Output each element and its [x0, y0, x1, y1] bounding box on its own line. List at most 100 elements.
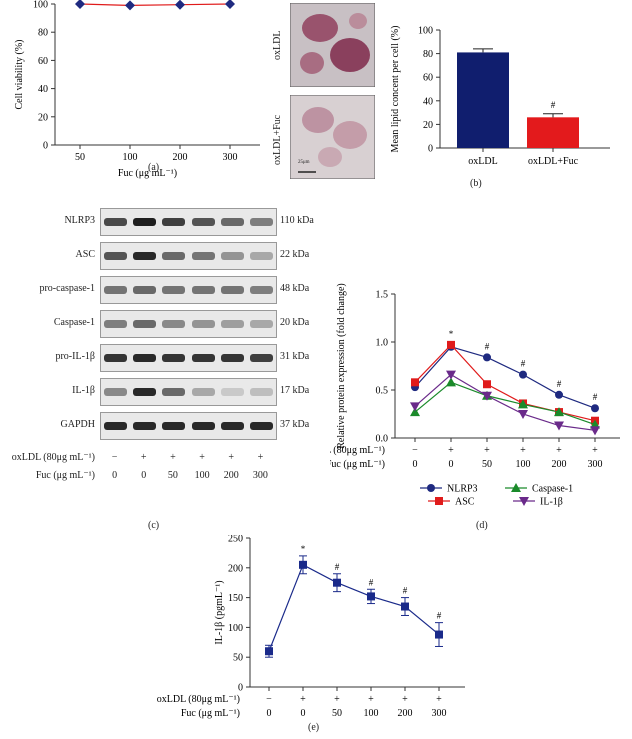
fuc-value-e: 200	[398, 708, 413, 719]
blot-band	[249, 388, 273, 396]
y-tick-label-b: 80	[423, 49, 433, 60]
y-axis-title-b: Mean lipid concent per cell (%)	[390, 26, 401, 153]
data-point-a	[175, 0, 185, 10]
x-tick-label-a: 300	[223, 152, 238, 163]
significance-mark-d: #	[593, 392, 598, 402]
x-axis-title-a: Fuc (μg mL⁻¹)	[118, 168, 177, 179]
oxldl-sign-e: −	[266, 694, 272, 705]
blot-band	[191, 354, 215, 362]
blot-band	[191, 286, 215, 294]
blot-band	[162, 252, 186, 260]
oxldl-sign-e: +	[402, 694, 408, 705]
data-point-IL-1β	[590, 426, 600, 436]
blot-oxldl-sign: −	[111, 452, 118, 463]
blot-oxldl-sign: +	[199, 452, 205, 463]
legend-marker-IL-1β	[519, 497, 529, 506]
blot-band	[162, 218, 186, 226]
data-point-a	[75, 0, 85, 9]
data-point-a	[225, 0, 235, 9]
blot-band	[133, 252, 157, 260]
blot-band	[191, 252, 215, 260]
data-point-ASC	[411, 378, 419, 387]
significance-mark-d: #	[521, 359, 526, 369]
y-tick-label-b: 60	[423, 73, 433, 84]
blot-fuc-value: 0	[112, 470, 118, 481]
oxldl-sign-d: +	[448, 445, 454, 456]
significance-mark-b: #	[551, 100, 556, 110]
blot-oxldl-sign: +	[170, 452, 176, 463]
y-axis-title-e: IL-1β (pgmL⁻¹)	[214, 580, 225, 644]
panel-label-d: (d)	[476, 520, 488, 531]
blot-band	[191, 388, 215, 396]
blot-band	[191, 218, 215, 226]
y-tick-label-b: 20	[423, 120, 433, 131]
y-tick-label-a: 60	[38, 56, 48, 67]
data-point-ASC	[483, 380, 491, 389]
oxldl-sign-d: +	[556, 445, 562, 456]
x-tick-label-b: oxLDL+Fuc	[528, 156, 579, 167]
fuc-value-e: 300	[432, 708, 447, 719]
western-blot-panel: NLRP3 110 kDa ASC 22 kDa pro-caspase-1 48 kDa…	[0, 200, 330, 520]
chart-b-lipid-content: 0 20 40 60 80 100 oxLDL # oxLDL+Fuc Mean lipid co…	[390, 26, 610, 167]
blot-band	[133, 422, 157, 430]
legend-marker-NLRP3	[427, 484, 435, 492]
blot-band	[249, 286, 273, 294]
y-tick-label-e: 0	[238, 683, 243, 694]
y-tick-label-b: 40	[423, 96, 433, 107]
blot-band	[249, 354, 273, 362]
blot-label-1: ASC	[75, 249, 95, 260]
blot-band	[249, 422, 273, 430]
oxldl-sign-e: +	[334, 694, 340, 705]
blot-band	[162, 388, 186, 396]
oxldl-sign-e: +	[300, 694, 306, 705]
fuc-row-label-d: Fuc (μg mL⁻¹)	[330, 459, 385, 470]
blot-band	[220, 252, 244, 260]
series-line-e	[268, 563, 440, 652]
blot-label-0: NLRP3	[64, 215, 95, 226]
data-point-IL-1β	[446, 370, 456, 380]
fuc-value-e: 0	[301, 708, 306, 719]
blot-band	[249, 320, 273, 328]
blot-band	[162, 354, 186, 362]
micrograph-oxldl-label: oxLDL	[272, 30, 283, 60]
data-point-NLRP3	[555, 390, 563, 399]
data-point-IL-1β	[554, 421, 564, 431]
y-tick-label-e: 250	[228, 535, 243, 545]
data-point-e	[401, 602, 409, 611]
fuc-value-e: 100	[364, 708, 379, 719]
y-tick-label-b: 0	[428, 144, 433, 155]
data-point-Caspase-1	[518, 399, 528, 409]
data-point-Caspase-1	[410, 407, 420, 417]
blot-fuc-value: 0	[141, 470, 147, 481]
significance-mark-e: *	[301, 544, 306, 554]
series-line-a	[79, 3, 231, 7]
micrograph-oxldl-fuc-label: oxLDL+Fuc	[272, 114, 283, 165]
blot-kda-label: 20 kDa	[280, 317, 310, 328]
oxldl-row-label-d: oxLDL (80μg mL⁻¹)	[330, 445, 385, 456]
data-point-e	[435, 630, 443, 639]
legend-label-IL-1β: IL-1β	[540, 497, 563, 508]
fuc-value-d: 200	[552, 459, 567, 470]
blot-label-4: pro-IL-1β	[55, 351, 95, 362]
blot-kda-label: 37 kDa	[280, 419, 310, 430]
blot-band	[220, 218, 244, 226]
blot-fuc-label: Fuc (μg mL⁻¹)	[35, 470, 95, 481]
fuc-value-d: 50	[482, 459, 492, 470]
y-tick-label-e: 50	[233, 653, 243, 664]
blot-fuc-value: 300	[252, 470, 268, 481]
blot-band	[133, 388, 157, 396]
blot-kda-label: 48 kDa	[280, 283, 310, 294]
blot-band	[249, 218, 273, 226]
y-axis-title-d: Relative protein expression (fold change…	[336, 283, 347, 449]
significance-mark-d: *	[449, 329, 454, 339]
blot-label-5: IL-1β	[72, 385, 95, 396]
blot-oxldl-sign: +	[228, 452, 235, 463]
data-point-IL-1β	[518, 410, 528, 419]
blot-band	[249, 252, 273, 260]
y-tick-label-e: 150	[228, 593, 243, 604]
blot-strip	[100, 276, 277, 304]
oxldl-sign-d: +	[484, 445, 490, 456]
fuc-value-d: 100	[516, 459, 531, 470]
blot-label-6: GAPDH	[60, 419, 95, 430]
fuc-value-d: 0	[413, 459, 418, 470]
